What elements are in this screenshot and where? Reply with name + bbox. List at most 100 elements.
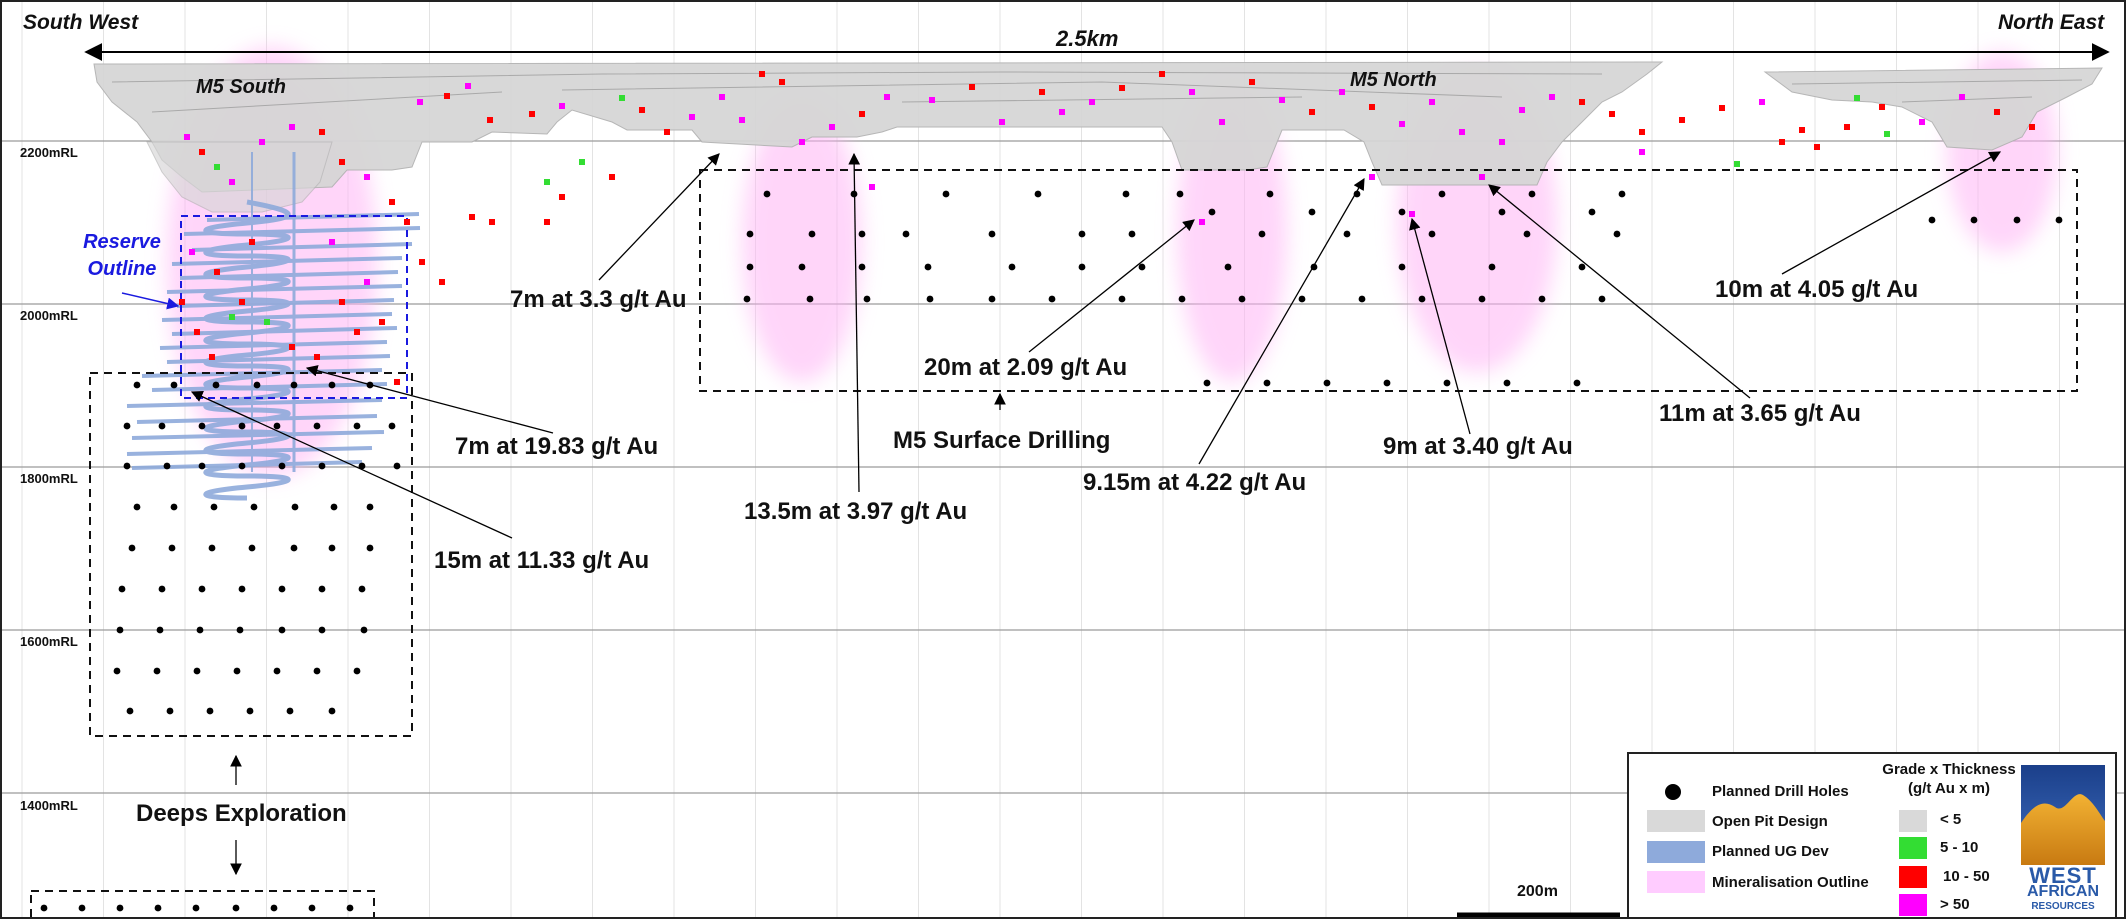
grade-point xyxy=(439,279,445,285)
intercept-label: 9m at 3.40 g/t Au xyxy=(1383,433,1573,460)
grade-point xyxy=(579,159,585,165)
ug-drive xyxy=(161,312,393,322)
grade-point xyxy=(1679,117,1685,123)
grade-point xyxy=(544,219,550,225)
drill-hole xyxy=(1078,263,1086,271)
drill-hole xyxy=(232,904,240,912)
drill-hole xyxy=(246,707,254,715)
drill-hole xyxy=(1523,230,1531,238)
deposit-m5-south: M5 South xyxy=(196,76,286,98)
drill-hole xyxy=(763,190,771,198)
drill-hole xyxy=(1498,208,1506,216)
grade-point xyxy=(1409,211,1415,217)
grade-point xyxy=(1879,104,1885,110)
grade-point xyxy=(1499,139,1505,145)
drill-hole xyxy=(1258,230,1266,238)
grade-swatch-10-50 xyxy=(1899,866,1927,888)
drill-hole xyxy=(988,230,996,238)
grade-point xyxy=(1479,174,1485,180)
grade-point xyxy=(1189,89,1195,95)
rl-label-2000: 2000mRL xyxy=(20,308,78,323)
reserve-outline-line1: Reserve xyxy=(83,231,161,253)
grade-point xyxy=(1734,161,1740,167)
grade-swatch-5-10 xyxy=(1899,837,1927,859)
grade-point xyxy=(1459,129,1465,135)
drill-hole xyxy=(278,626,286,634)
grade-point xyxy=(829,124,835,130)
drill-hole xyxy=(1118,295,1126,303)
drill-hole xyxy=(198,462,206,470)
drill-hole xyxy=(253,381,261,389)
grade-point xyxy=(339,159,345,165)
grade-point xyxy=(799,139,805,145)
drill-hole xyxy=(798,263,806,271)
grade-point xyxy=(1249,79,1255,85)
grade-point xyxy=(289,344,295,350)
grade-point xyxy=(184,134,190,140)
leader-9m-3-40 xyxy=(1409,217,1471,435)
grade-point xyxy=(319,129,325,135)
drill-hole xyxy=(1358,295,1366,303)
grade-units: (g/t Au x m) xyxy=(1908,780,1990,797)
drill-hole xyxy=(238,462,246,470)
grade-point xyxy=(619,95,625,101)
deposit-m5-north: M5 North xyxy=(1350,69,1437,91)
legend-mineralisation-swatch xyxy=(1647,871,1705,893)
logo-text-resources: RESOURCES xyxy=(2031,901,2095,912)
drill-hole xyxy=(123,462,131,470)
grade-point xyxy=(529,111,535,117)
drill-hole xyxy=(1078,230,1086,238)
grade-point xyxy=(2029,124,2035,130)
drill-hole xyxy=(330,503,338,511)
drill-hole xyxy=(328,544,336,552)
grade-point xyxy=(1994,109,2000,115)
drill-hole xyxy=(290,544,298,552)
grade-point xyxy=(364,279,370,285)
drill-hole xyxy=(154,904,162,912)
drill-hole xyxy=(198,422,206,430)
drill-hole xyxy=(1578,263,1586,271)
drill-hole xyxy=(1298,295,1306,303)
rl-label-1800: 1800mRL xyxy=(20,471,78,486)
reserve-outline-line2: Outline xyxy=(87,258,157,280)
drill-hole xyxy=(318,626,326,634)
drill-hole xyxy=(210,503,218,511)
drill-hole xyxy=(1538,295,1546,303)
drill-hole xyxy=(40,904,48,912)
drill-hole xyxy=(1443,379,1451,387)
grade-point xyxy=(249,239,255,245)
drill-hole xyxy=(1048,295,1056,303)
drill-hole xyxy=(806,295,814,303)
drill-hole xyxy=(1323,379,1331,387)
grade-point xyxy=(259,139,265,145)
ug-drive xyxy=(131,430,385,440)
drill-hole xyxy=(273,422,281,430)
open-pit-m5-south-lower xyxy=(146,141,333,213)
leader-11m-3-65 xyxy=(1488,184,1751,399)
grade-class-label: < 5 xyxy=(1940,811,1962,828)
drill-hole xyxy=(1224,263,1232,271)
grade-point xyxy=(719,94,725,100)
ug-drive xyxy=(126,446,373,456)
grade-point xyxy=(1779,139,1785,145)
grade-point xyxy=(229,314,235,320)
drill-hole xyxy=(313,667,321,675)
grade-title: Grade x Thickness xyxy=(1882,761,2016,778)
reserve-outline-box xyxy=(180,215,408,399)
drill-hole xyxy=(158,422,166,430)
grade-point xyxy=(487,117,493,123)
grade-point xyxy=(999,119,1005,125)
drill-hole xyxy=(196,626,204,634)
grade-point xyxy=(314,354,320,360)
drill-hole xyxy=(1438,190,1446,198)
legend-label: Mineralisation Outline xyxy=(1712,874,1869,891)
drill-hole xyxy=(123,422,131,430)
drill-hole xyxy=(206,707,214,715)
drill-hole xyxy=(366,503,374,511)
drill-hole xyxy=(2055,216,2063,224)
grade-point xyxy=(444,93,450,99)
m5-surface-drill-zone xyxy=(699,169,2078,392)
drill-hole xyxy=(291,503,299,511)
leader-9-15m-4-22 xyxy=(1198,177,1365,465)
mineralisation-m5-surface-1 xyxy=(742,102,862,382)
